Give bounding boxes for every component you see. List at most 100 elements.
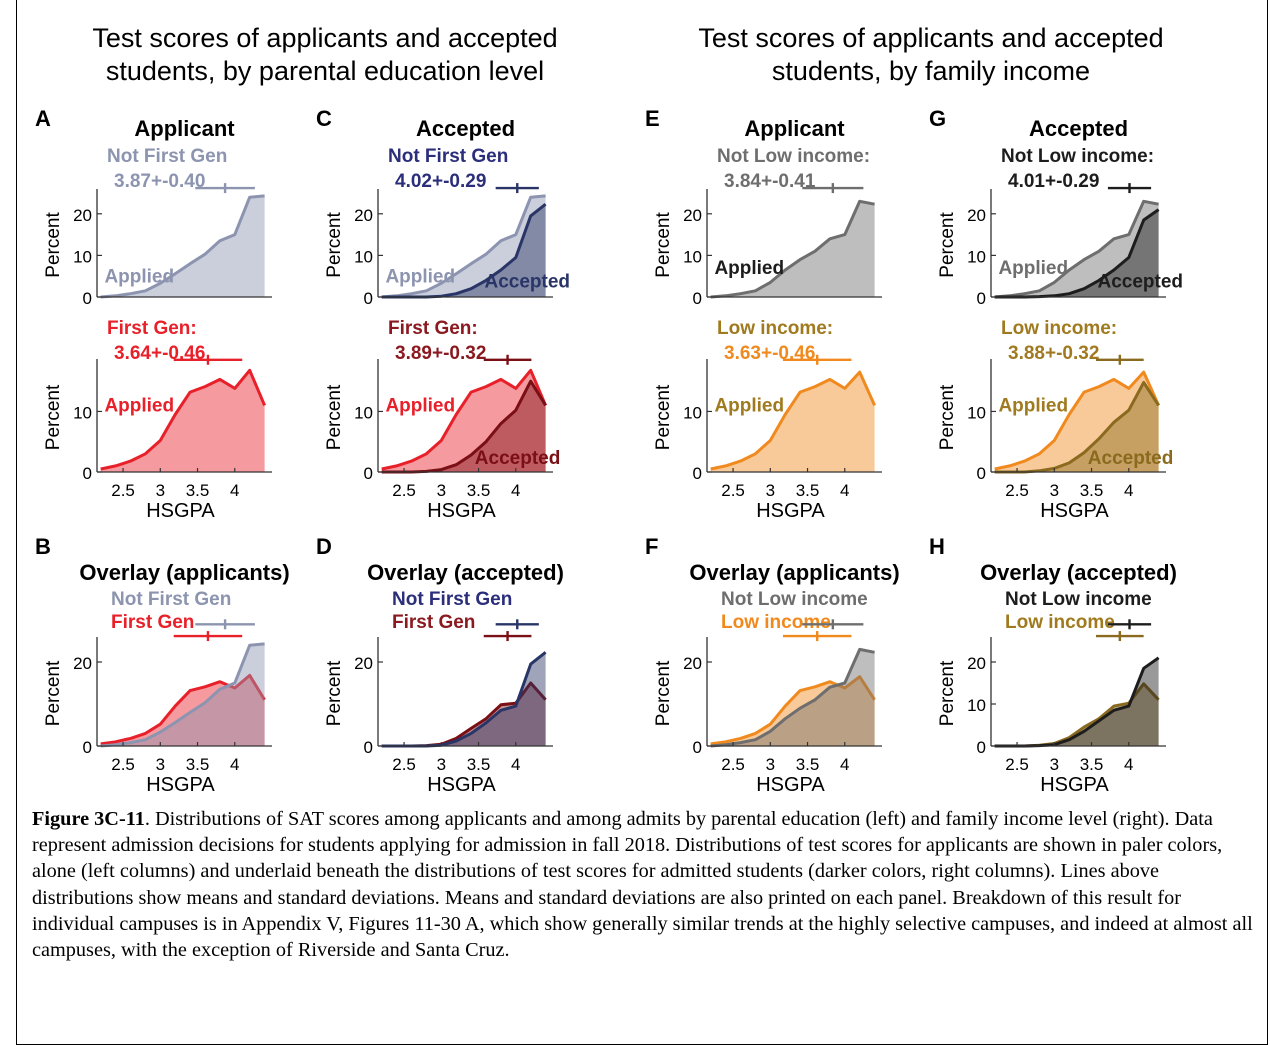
series-area-low-income	[710, 676, 875, 746]
y-tick-label: 20	[73, 654, 92, 673]
x-tick-label: 3.5	[467, 481, 491, 500]
panel-letter-a: A	[35, 106, 51, 131]
caption-label: Figure 3C-11	[32, 808, 145, 830]
x-tick-label: 2.5	[1005, 481, 1029, 500]
panel-title: Overlay (applicants)	[79, 560, 289, 585]
series-area-applied	[710, 372, 875, 472]
chart-panel-c-main: C Accepted Not First Gen 4.02+-0.29 0 10 20 Per…	[316, 106, 570, 308]
group-label: Not First Gen	[388, 146, 508, 167]
panel-title: Accepted	[416, 116, 515, 141]
chart-panel-b-main: B Overlay (applicants) Not First GenFirst …	[35, 534, 290, 796]
panel-letter-d: D	[316, 534, 332, 559]
figure-caption: Figure 3C-11. Distributions of SAT score…	[32, 806, 1254, 963]
series-area-accepted	[381, 204, 546, 297]
mean-sd-text: 3.87+-0.40	[114, 171, 205, 192]
y-tick-label: 10	[354, 403, 373, 422]
x-axis-label: HSGPA	[1040, 500, 1109, 522]
x-tick-label: 2.5	[392, 755, 416, 774]
panel-letter-f: F	[645, 534, 658, 559]
y-tick-label: 0	[693, 289, 702, 308]
series-label: Accepted	[1097, 271, 1183, 292]
series-area-not-low-income	[710, 649, 875, 746]
group-label: First Gen:	[107, 318, 197, 339]
panel-title: Accepted	[1029, 116, 1128, 141]
series-area-applied	[381, 370, 546, 472]
series-label: Applied	[998, 258, 1068, 279]
y-tick-label: 0	[693, 738, 702, 757]
series-label: Applied	[998, 395, 1068, 416]
mean-sd-text: 3.84+-0.41	[724, 171, 816, 192]
x-axis-label: HSGPA	[146, 774, 215, 796]
mean-sd-text: 3.88+-0.32	[1008, 343, 1099, 364]
y-axis-label: Percent	[43, 384, 64, 450]
series-area-accepted	[381, 381, 546, 472]
chart-panel-g-main: G Accepted Not Low income: 4.01+-0.29 0 10 20 P…	[929, 106, 1183, 308]
legend-entry: Not Low income	[1005, 589, 1152, 610]
x-tick-label: 3	[1050, 755, 1059, 774]
series-label: Applied	[104, 266, 174, 287]
series-label: Applied	[714, 395, 784, 416]
y-tick-label: 10	[967, 403, 986, 422]
x-tick-label: 3.5	[796, 755, 820, 774]
y-axis-label: Percent	[937, 212, 958, 278]
y-tick-label: 20	[354, 654, 373, 673]
x-tick-label: 3	[437, 755, 446, 774]
series-area-applied	[100, 370, 265, 472]
series-label: Applied	[714, 258, 784, 279]
y-axis-label: Percent	[324, 212, 345, 278]
series-area-low-income	[994, 683, 1159, 746]
y-axis-label: Percent	[653, 212, 674, 278]
x-tick-label: 3	[766, 755, 775, 774]
y-tick-label: 10	[683, 247, 702, 266]
x-tick-label: 2.5	[392, 481, 416, 500]
chart-panel-g-lower: Low income: 3.88+-0.32 0 10 Percent 2.5 3 3.5 4H…	[937, 318, 1173, 522]
series-area-not-first-gen	[381, 652, 546, 746]
legend-entry: Low income	[1005, 612, 1115, 633]
panel-title: Overlay (applicants)	[689, 560, 899, 585]
y-tick-label: 0	[693, 464, 702, 483]
x-tick-label: 2.5	[111, 481, 135, 500]
x-tick-label: 3	[1050, 481, 1059, 500]
x-tick-label: 3	[156, 755, 165, 774]
y-tick-label: 0	[977, 464, 986, 483]
series-line-applied	[994, 199, 1159, 299]
panel-letter-h: H	[929, 534, 945, 559]
y-tick-label: 10	[73, 247, 92, 266]
x-tick-label: 4	[230, 481, 239, 500]
series-area-accepted	[994, 382, 1159, 472]
x-tick-label: 2.5	[721, 481, 745, 500]
figure-canvas: Test scores of applicants and accepted s…	[35, 23, 1183, 796]
y-tick-label: 0	[364, 738, 373, 757]
series-label: Applied	[385, 266, 455, 287]
section-title-right-line1: Test scores of applicants and accepted	[698, 23, 1163, 53]
x-tick-label: 3	[437, 481, 446, 500]
series-area-applied	[381, 195, 546, 297]
panel-title: Overlay (accepted)	[980, 560, 1177, 585]
y-tick-label: 10	[967, 696, 986, 715]
x-tick-label: 3.5	[1080, 755, 1104, 774]
y-axis-label: Percent	[937, 660, 958, 726]
x-tick-label: 4	[511, 755, 520, 774]
x-tick-label: 3	[156, 481, 165, 500]
y-axis-label: Percent	[653, 660, 674, 726]
chart-panel-c-lower: First Gen: 3.89+-0.32 0 10 Percent 2.5 3 3.5 4 HS…	[324, 318, 560, 522]
series-line-applied	[100, 368, 266, 471]
y-axis-label: Percent	[937, 384, 958, 450]
series-area-accepted	[994, 209, 1159, 297]
series-area-applied	[994, 372, 1159, 472]
series-line-not-first-gen	[100, 642, 265, 748]
y-tick-label: 0	[83, 738, 92, 757]
legend-entry: Low income	[721, 612, 831, 633]
group-label: Low income:	[1001, 318, 1117, 339]
panel-letter-e: E	[645, 106, 660, 131]
y-tick-label: 20	[683, 654, 702, 673]
x-axis-label: HSGPA	[756, 774, 825, 796]
x-tick-label: 2.5	[721, 755, 745, 774]
x-tick-label: 3.5	[186, 481, 210, 500]
x-tick-label: 3.5	[1080, 481, 1104, 500]
y-tick-label: 0	[83, 289, 92, 308]
